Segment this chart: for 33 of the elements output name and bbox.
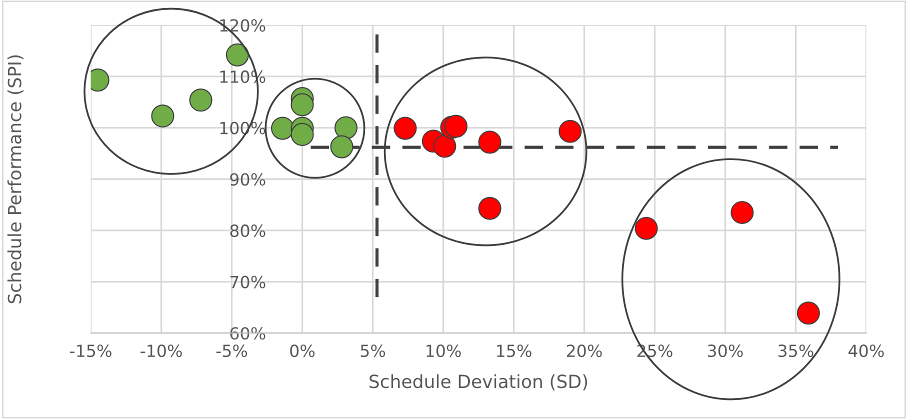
point — [290, 93, 314, 116]
x-tick-label: 10% — [426, 344, 461, 358]
point — [330, 135, 354, 158]
y-tick-label: 90% — [230, 173, 266, 186]
point — [730, 200, 754, 224]
point — [151, 104, 174, 128]
point — [444, 114, 468, 138]
x-tick-label: -10% — [140, 344, 182, 358]
point — [478, 196, 502, 220]
point — [634, 216, 658, 240]
x-tick-label: 40% — [848, 344, 884, 358]
point — [334, 116, 358, 140]
point — [433, 134, 456, 158]
point — [290, 122, 314, 146]
point — [796, 302, 820, 325]
x-tick-label: 5% — [360, 344, 386, 358]
x-tick-label: 35% — [778, 344, 814, 358]
point — [558, 120, 582, 143]
x-tick-label: 20% — [566, 344, 602, 358]
y-tick-label: 80% — [230, 224, 266, 238]
y-tick-label: 70% — [230, 276, 266, 288]
x-tick-label: -5% — [216, 344, 248, 358]
x-tick-label: 30% — [708, 344, 743, 358]
point — [189, 88, 212, 112]
x-tick-label: 15% — [497, 344, 532, 358]
x-tick-label: -15% — [70, 344, 112, 358]
y-axis-title: Schedule Performance (SPI) — [7, 55, 24, 304]
point — [271, 116, 294, 140]
x-tick-label: 0% — [290, 344, 315, 358]
point — [226, 43, 249, 66]
x-axis-title: Schedule Deviation (SD) — [370, 374, 588, 390]
point — [478, 130, 502, 154]
point — [394, 116, 417, 140]
